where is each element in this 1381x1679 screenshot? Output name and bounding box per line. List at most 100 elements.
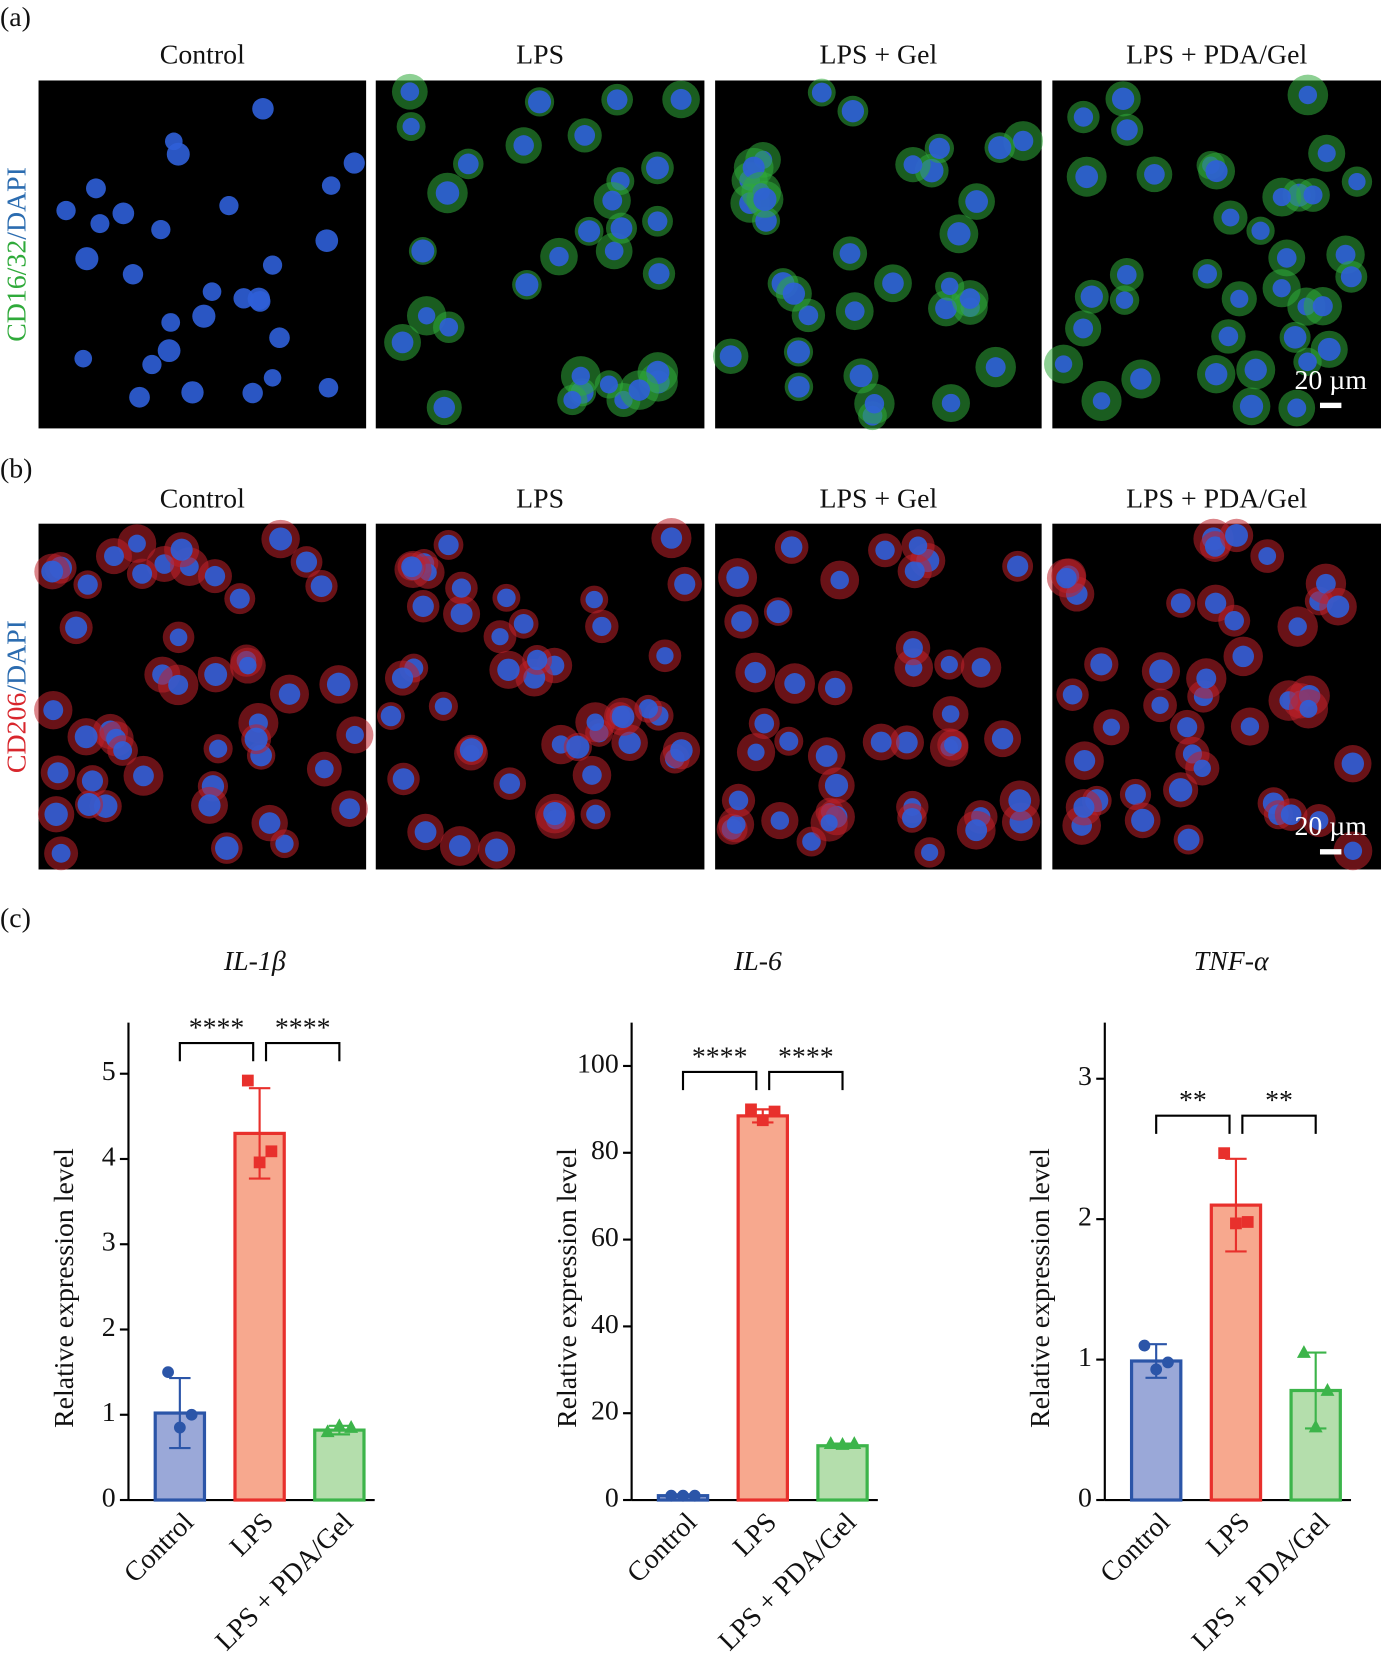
significance-label: ****: [778, 1041, 834, 1072]
nucleus: [81, 770, 104, 792]
nucleus: [1205, 363, 1228, 386]
significance-bracket: [1241, 1114, 1317, 1134]
nucleus: [439, 317, 459, 337]
nucleus: [400, 82, 420, 102]
nucleus: [944, 736, 962, 754]
nucleus: [824, 773, 849, 798]
panel-label: (b): [0, 454, 32, 485]
nucleus: [731, 611, 752, 632]
y-axis-label: CD206/DAPI: [2, 620, 33, 773]
nucleus: [602, 190, 623, 211]
significance-label: **: [1265, 1085, 1293, 1116]
nucleus: [278, 683, 301, 705]
nucleus: [1239, 394, 1264, 419]
data-point: [768, 1105, 781, 1118]
nucleus: [549, 246, 569, 267]
nucleus: [1151, 696, 1169, 714]
nucleus: [133, 765, 154, 787]
nucleus: [779, 731, 799, 751]
y-tick-label: 60: [591, 1222, 619, 1253]
nucleus: [157, 339, 181, 363]
nucleus: [841, 100, 865, 123]
nucleus: [1224, 611, 1244, 631]
nucleus: [315, 229, 339, 253]
data-point: [665, 1489, 678, 1502]
nucleus: [1298, 352, 1317, 372]
nucleus: [815, 745, 838, 767]
nucleus: [882, 272, 904, 295]
nucleus: [380, 705, 402, 727]
nucleus: [438, 534, 459, 556]
nucleus: [585, 590, 603, 609]
nucleus: [563, 390, 582, 409]
nucleus: [1177, 717, 1198, 738]
significance-bracket: [178, 1042, 255, 1062]
nucleus: [1312, 296, 1333, 317]
nucleus: [786, 340, 810, 364]
nucleus: [985, 357, 1006, 378]
scale-bar-label: 20 µm: [1294, 365, 1367, 396]
nucleus: [229, 588, 250, 609]
nucleus: [904, 561, 925, 582]
nucleus: [132, 563, 153, 584]
y-tick-label: 5: [102, 1056, 116, 1087]
nucleus: [497, 658, 520, 681]
nucleus: [1073, 749, 1096, 772]
nucleus: [1092, 392, 1111, 410]
nucleus: [296, 551, 318, 573]
nucleus: [1317, 144, 1336, 163]
nucleus: [457, 153, 479, 175]
nucleus: [965, 819, 988, 842]
nucleus: [875, 540, 895, 561]
significance-bracket: [768, 1070, 844, 1091]
nucleus: [315, 759, 334, 779]
nucleus: [204, 565, 226, 587]
nucleus: [578, 220, 601, 243]
y-tick-label: 40: [591, 1309, 619, 1340]
nucleus: [239, 656, 257, 675]
nucleus: [940, 655, 958, 674]
nucleus: [77, 574, 98, 595]
data-point: [677, 1489, 689, 1502]
nucleus: [1326, 595, 1350, 618]
nucleus: [647, 211, 668, 232]
nucleus: [1196, 668, 1217, 689]
nucleus: [491, 628, 509, 646]
y-axis-label: Relative expression level: [1025, 1148, 1056, 1428]
data-point: [1320, 1382, 1335, 1396]
panel-label: (a): [0, 2, 31, 33]
nucleus: [56, 200, 76, 221]
nucleus: [753, 187, 777, 211]
nucleus: [1008, 789, 1032, 812]
nucleus: [1073, 318, 1094, 339]
data-point: [756, 1114, 769, 1127]
nucleus: [1309, 811, 1329, 830]
nucleus: [244, 727, 268, 751]
data-point: [332, 1418, 347, 1432]
nucleus: [497, 588, 516, 608]
scale-bar-label: 20 µm: [1294, 811, 1367, 842]
nucleus: [401, 556, 423, 578]
chart-title: IL-6: [733, 946, 782, 977]
nucleus: [451, 578, 472, 598]
nucleus: [780, 536, 803, 558]
nucleus: [204, 663, 228, 686]
nucleus: [592, 616, 612, 636]
nucleus: [903, 638, 923, 658]
nucleus: [269, 327, 290, 349]
nucleus: [582, 765, 602, 785]
nucleus: [1205, 160, 1228, 183]
nucleus: [263, 369, 282, 387]
nucleus: [744, 661, 766, 684]
nucleus: [1116, 265, 1137, 285]
nucleus: [1317, 337, 1341, 361]
nucleus: [802, 832, 821, 851]
nucleus: [1073, 107, 1094, 127]
nucleus: [412, 595, 434, 617]
y-tick-label: 1: [102, 1397, 116, 1428]
nucleus: [1341, 752, 1365, 775]
nucleus: [921, 843, 939, 862]
nucleus: [901, 807, 922, 828]
nucleus: [41, 560, 64, 583]
nucleus: [142, 354, 162, 375]
